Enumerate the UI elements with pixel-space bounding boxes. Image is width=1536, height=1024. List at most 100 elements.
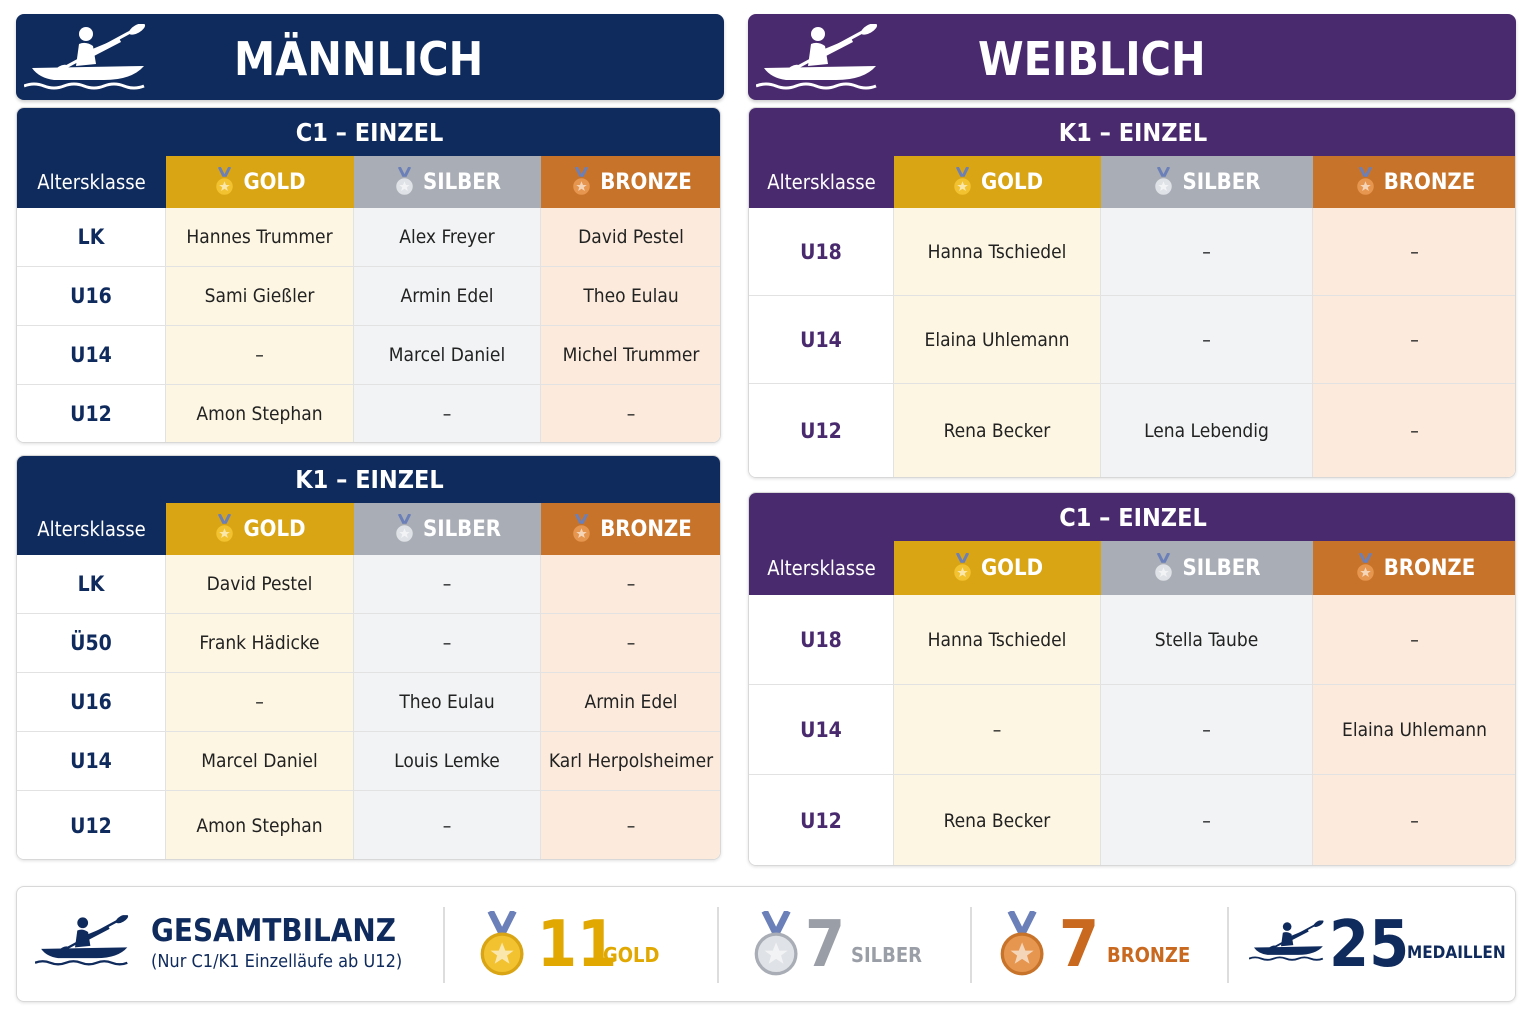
- kayak-icon: [756, 24, 886, 94]
- kayak-svg: [24, 24, 154, 94]
- athlete-name: –: [1313, 775, 1515, 865]
- athlete-name: –: [354, 614, 541, 673]
- summary-title: GESAMTBILANZ: [151, 913, 396, 949]
- stat-label: MEDAILLEN: [1407, 943, 1506, 963]
- stat-label: GOLD: [603, 943, 660, 967]
- medal-icon: [1154, 167, 1174, 197]
- medal: [753, 909, 799, 981]
- athlete-name: Amon Stephan: [166, 791, 354, 859]
- athlete-name: David Pestel: [166, 555, 354, 614]
- summary-subtitle: (Nur C1/K1 Einzelläufe ab U12): [151, 951, 403, 972]
- age-class: Ü50: [17, 614, 166, 673]
- stat-label: SILBER: [851, 943, 922, 967]
- medal-icon: [1000, 909, 1044, 976]
- medal-icon: [215, 167, 235, 197]
- athlete-name: Theo Eulau: [354, 673, 541, 732]
- table-title: K1 – EINZEL: [749, 108, 1515, 156]
- column-header-text: GOLD: [980, 169, 1044, 195]
- athlete-name: Hanna Tschiedel: [894, 208, 1101, 296]
- column-header-text: Altersklasse: [37, 517, 146, 541]
- athlete-name: –: [166, 326, 354, 385]
- column-header: GOLD: [166, 503, 354, 555]
- age-class: U12: [749, 384, 894, 477]
- table-title: K1 – EINZEL: [17, 456, 720, 503]
- athlete-name: Armin Edel: [354, 267, 541, 326]
- medal-icon: [571, 167, 592, 197]
- medal-icon: [1154, 553, 1174, 583]
- athlete-name: Karl Herpolsheimer: [541, 732, 720, 791]
- kayak-icon: [24, 24, 154, 94]
- medal-icon: [394, 514, 415, 544]
- table-title: C1 – EINZEL: [749, 493, 1515, 541]
- column-header: GOLD: [894, 156, 1101, 208]
- medal-icon: [754, 909, 798, 976]
- athlete-name: Sami Gießler: [166, 267, 354, 326]
- athlete-name: –: [1101, 775, 1313, 865]
- column-header-text: SILBER: [1182, 169, 1261, 195]
- column-header: Altersklasse: [17, 156, 166, 208]
- divider: [443, 907, 445, 983]
- column-header-text: GOLD: [243, 516, 306, 542]
- age-class: LK: [17, 208, 166, 267]
- athlete-name: –: [354, 385, 541, 442]
- age-class: U18: [749, 595, 894, 685]
- medal-icon: [1355, 167, 1375, 197]
- kayak-svg: [1249, 917, 1329, 967]
- column-header: SILBER: [1101, 541, 1313, 595]
- age-class: U12: [749, 775, 894, 865]
- column-header-text: BRONZE: [600, 169, 692, 195]
- column-header-text: BRONZE: [1383, 169, 1476, 195]
- kayak-icon: [35, 913, 135, 971]
- stat-value: 11: [537, 908, 618, 982]
- athlete-name: Hanna Tschiedel: [894, 595, 1101, 685]
- column-header-text: BRONZE: [1383, 555, 1476, 581]
- athlete-name: –: [354, 555, 541, 614]
- medal: [479, 909, 525, 981]
- column-header: Altersklasse: [749, 541, 894, 595]
- athlete-name: Rena Becker: [894, 384, 1101, 477]
- athlete-name: Hannes Trummer: [166, 208, 354, 267]
- athlete-name: Armin Edel: [541, 673, 720, 732]
- athlete-name: Marcel Daniel: [354, 326, 541, 385]
- age-class: U16: [17, 267, 166, 326]
- age-class: LK: [17, 555, 166, 614]
- column-header-text: Altersklasse: [37, 170, 146, 194]
- athlete-name: –: [541, 555, 720, 614]
- stat-value: 25: [1329, 908, 1410, 982]
- age-class: U14: [17, 326, 166, 385]
- column-header: SILBER: [354, 156, 541, 208]
- athlete-name: Michel Trummer: [541, 326, 720, 385]
- column-header: BRONZE: [541, 156, 720, 208]
- athlete-name: Alex Freyer: [354, 208, 541, 267]
- athlete-name: –: [1101, 208, 1313, 296]
- results-table: C1 – EINZEL Altersklasse GOLD SILBER BRONZE U…: [748, 492, 1516, 866]
- athlete-name: –: [1313, 296, 1515, 384]
- results-table: C1 – EINZEL Altersklasse GOLD SILBER BRONZE L…: [16, 107, 721, 443]
- kayak-svg: [756, 24, 886, 94]
- athlete-name: Amon Stephan: [166, 385, 354, 442]
- medal-icon: [394, 167, 415, 197]
- medal-icon: [215, 514, 235, 544]
- athlete-name: Lena Lebendig: [1101, 384, 1313, 477]
- divider: [970, 907, 972, 983]
- athlete-name: –: [541, 385, 720, 442]
- column-header-text: GOLD: [243, 169, 306, 195]
- stat-label: BRONZE: [1107, 943, 1191, 967]
- column-header: Altersklasse: [749, 156, 894, 208]
- column-header: BRONZE: [1313, 541, 1515, 595]
- athlete-name: Marcel Daniel: [166, 732, 354, 791]
- athlete-name: –: [1101, 685, 1313, 775]
- column-header-text: Altersklasse: [767, 170, 876, 194]
- athlete-name: Elaina Uhlemann: [894, 296, 1101, 384]
- column-header-text: Altersklasse: [767, 556, 876, 580]
- medal-icon: [952, 553, 973, 583]
- column-header: GOLD: [166, 156, 354, 208]
- athlete-name: –: [1313, 595, 1515, 685]
- panel-title: MÄNNLICH: [234, 32, 484, 86]
- column-header-text: SILBER: [1182, 555, 1261, 581]
- divider: [1227, 907, 1229, 983]
- summary-box: GESAMTBILANZ (Nur C1/K1 Einzelläufe ab U1…: [16, 886, 1516, 1002]
- medal-icon: [571, 514, 592, 544]
- athlete-name: –: [541, 614, 720, 673]
